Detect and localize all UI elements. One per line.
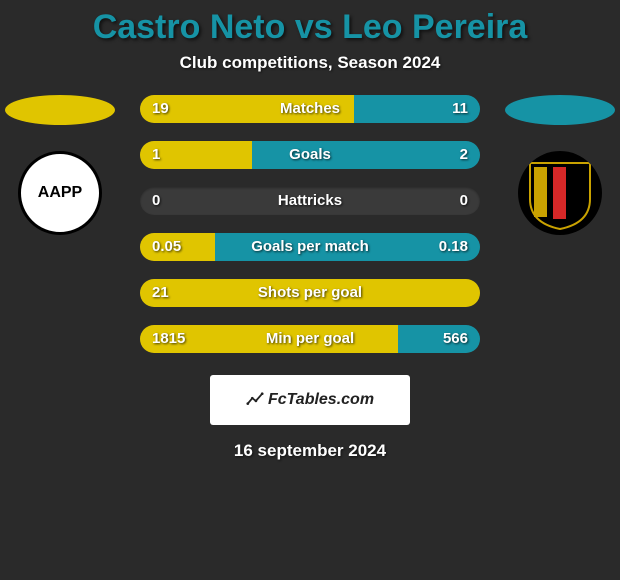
stat-row: 00Hattricks	[140, 187, 480, 215]
date-text: 16 september 2024	[0, 441, 620, 461]
player1-ellipse	[5, 95, 115, 125]
player1-side: AAPP	[0, 95, 120, 235]
stat-row: 1911Matches	[140, 95, 480, 123]
stat-row: 21Shots per goal	[140, 279, 480, 307]
stat-label: Shots per goal	[140, 279, 480, 307]
comparison-arena: AAPP 1911Matches 12Goals 00Hattricks 0.050.…	[0, 95, 620, 353]
stat-label: Hattricks	[140, 187, 480, 215]
player2-ellipse	[505, 95, 615, 125]
stat-label: Goals	[140, 141, 480, 169]
stat-label: Goals per match	[140, 233, 480, 261]
player2-side	[500, 95, 620, 235]
stat-row: 12Goals	[140, 141, 480, 169]
page-title: Castro Neto vs Leo Pereira	[0, 0, 620, 47]
stat-bars: 1911Matches 12Goals 00Hattricks 0.050.18Goa…	[140, 95, 480, 353]
player2-club-crest	[518, 151, 602, 235]
player1-crest-text: AAPP	[38, 184, 82, 202]
stat-row: 1815566Min per goal	[140, 325, 480, 353]
stat-label: Min per goal	[140, 325, 480, 353]
chart-icon	[246, 391, 264, 409]
stat-row: 0.050.18Goals per match	[140, 233, 480, 261]
player1-club-crest: AAPP	[18, 151, 102, 235]
shield-stripes-icon	[518, 151, 602, 235]
stat-label: Matches	[140, 95, 480, 123]
brand-box: FcTables.com	[210, 375, 410, 425]
brand-text: FcTables.com	[268, 391, 374, 409]
subtitle: Club competitions, Season 2024	[0, 53, 620, 73]
